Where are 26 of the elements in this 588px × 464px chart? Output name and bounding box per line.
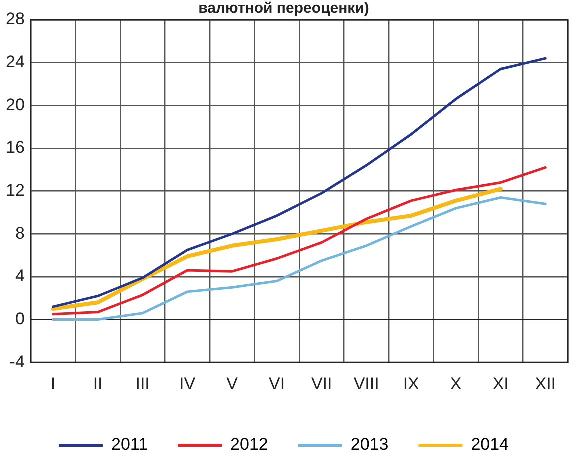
x-tick-label: II bbox=[93, 374, 103, 394]
y-tick-label: 16 bbox=[6, 138, 25, 158]
y-tick-label: 0 bbox=[15, 309, 25, 328]
x-tick-label: IX bbox=[403, 374, 420, 394]
chart-title: валютной переоценки) bbox=[198, 0, 370, 18]
y-tick-label: 20 bbox=[6, 95, 25, 114]
x-tick-label: VI bbox=[269, 374, 286, 394]
x-tick-label: VIII bbox=[354, 374, 380, 394]
y-tick-label: 4 bbox=[15, 266, 25, 286]
x-tick-label: XII bbox=[535, 374, 556, 394]
y-tick-label: -4 bbox=[10, 352, 25, 372]
y-tick-label: 28 bbox=[6, 10, 25, 29]
x-tick-label: XI bbox=[492, 374, 509, 394]
x-tick-label: X bbox=[450, 374, 462, 394]
x-tick-label: IV bbox=[180, 374, 196, 394]
x-tick-label: I bbox=[50, 374, 56, 394]
legend-label: 2012 bbox=[230, 435, 268, 454]
y-tick-label: 12 bbox=[6, 180, 25, 200]
x-tick-label: VII bbox=[311, 374, 332, 394]
legend-label: 2014 bbox=[471, 435, 510, 454]
x-tick-label: V bbox=[226, 374, 239, 394]
legend-label: 2013 bbox=[350, 435, 389, 454]
y-tick-label: 24 bbox=[6, 52, 25, 72]
x-tick-label: III bbox=[136, 374, 150, 394]
legend-label: 2011 bbox=[111, 435, 148, 454]
y-tick-label: 8 bbox=[15, 224, 25, 243]
